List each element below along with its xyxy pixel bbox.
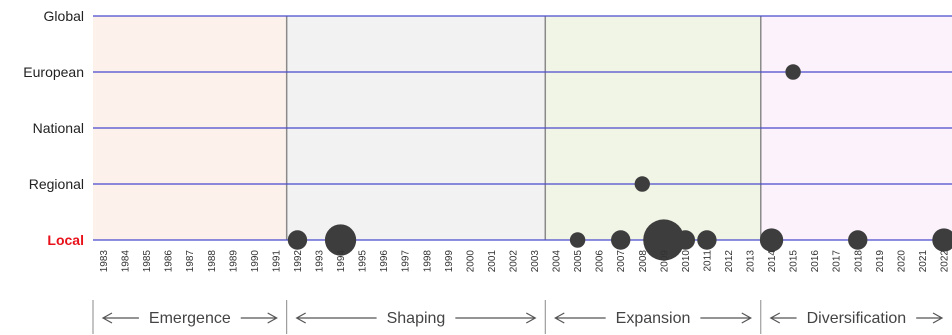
x-tick-label: 1991 bbox=[271, 250, 282, 273]
data-point bbox=[569, 232, 586, 248]
data-point bbox=[785, 64, 801, 80]
x-tick-label: 2020 bbox=[896, 250, 907, 273]
x-tick-label: 2004 bbox=[552, 250, 563, 273]
data-points bbox=[287, 64, 952, 261]
x-tick-label: 1994 bbox=[336, 250, 347, 273]
x-tick-label: 1990 bbox=[250, 250, 261, 273]
y-label-european: European bbox=[23, 64, 84, 80]
y-axis-labels: Local Regional National European Global bbox=[23, 8, 84, 248]
y-label-national: National bbox=[33, 120, 84, 136]
phase-label-shaping: Shaping bbox=[387, 310, 446, 327]
data-point bbox=[697, 230, 717, 250]
data-point bbox=[848, 230, 868, 250]
x-tick-label: 2022 bbox=[939, 250, 950, 273]
data-point bbox=[324, 224, 357, 256]
arrow-left-icon bbox=[554, 312, 606, 324]
data-point bbox=[675, 230, 696, 250]
x-tick-label: 1993 bbox=[315, 250, 326, 273]
x-tick-label: 2011 bbox=[702, 250, 713, 272]
arrow-left-icon bbox=[295, 312, 377, 324]
x-tick-label: 1986 bbox=[164, 250, 175, 273]
arrow-right-icon bbox=[240, 312, 278, 324]
x-tick-label: 2016 bbox=[810, 250, 821, 273]
x-tick-label: 2021 bbox=[918, 250, 929, 273]
arrow-right-icon bbox=[700, 312, 753, 324]
phase-label-diversification: Diversification bbox=[807, 310, 907, 327]
x-tick-label: 1989 bbox=[228, 250, 239, 273]
category-gridlines bbox=[93, 15, 952, 241]
x-tick-label: 2001 bbox=[487, 250, 498, 273]
y-label-regional: Regional bbox=[29, 176, 84, 192]
x-tick-label: 2007 bbox=[616, 250, 627, 273]
phase-label-expansion: Expansion bbox=[616, 310, 691, 327]
phase-labels: Emergence Shaping Expansion Diversification bbox=[101, 310, 944, 327]
x-tick-label: 2005 bbox=[573, 250, 584, 273]
x-tick-label: 2000 bbox=[465, 250, 476, 273]
x-tick-label: 2008 bbox=[638, 250, 649, 273]
x-tick-label: 2003 bbox=[530, 250, 541, 273]
arrow-left-icon bbox=[101, 312, 139, 324]
x-tick-label: 2010 bbox=[681, 250, 692, 273]
x-tick-label: 1984 bbox=[121, 250, 132, 273]
x-tick-label: 2002 bbox=[508, 250, 519, 273]
data-point bbox=[759, 228, 784, 252]
arrow-right-icon bbox=[455, 312, 537, 324]
x-tick-label: 1985 bbox=[142, 250, 153, 273]
x-tick-label: 1999 bbox=[444, 250, 455, 273]
x-tick-label: 2017 bbox=[832, 250, 843, 273]
data-point bbox=[634, 176, 650, 192]
x-axis-ticks: 1983 1984 1985 1986 1987 1988 1989 1990 1991 1992… bbox=[99, 250, 950, 273]
x-tick-label: 1997 bbox=[401, 250, 412, 273]
x-tick-label: 1998 bbox=[422, 250, 433, 273]
data-point bbox=[611, 230, 631, 250]
phase-label-emergence: Emergence bbox=[149, 310, 231, 327]
data-point bbox=[287, 230, 308, 250]
x-tick-label: 2013 bbox=[746, 250, 757, 273]
x-tick-label: 2009 bbox=[659, 250, 670, 273]
x-tick-label: 1988 bbox=[207, 250, 218, 273]
arrow-right-icon bbox=[916, 312, 944, 324]
y-label-local: Local bbox=[47, 232, 84, 248]
x-tick-label: 1996 bbox=[379, 250, 390, 273]
x-tick-label: 2006 bbox=[595, 250, 606, 273]
x-tick-label: 2018 bbox=[853, 250, 864, 273]
phase-bands bbox=[92, 16, 952, 334]
y-label-global: Global bbox=[44, 8, 84, 24]
x-tick-label: 2015 bbox=[789, 250, 800, 273]
data-point bbox=[932, 228, 952, 252]
x-tick-label: 1987 bbox=[185, 250, 196, 273]
x-tick-label: 1995 bbox=[358, 250, 369, 273]
x-tick-label: 1983 bbox=[99, 250, 110, 273]
arrow-left-icon bbox=[769, 312, 797, 324]
x-tick-label: 1992 bbox=[293, 250, 304, 273]
x-tick-label: 2012 bbox=[724, 250, 735, 273]
data-point bbox=[643, 219, 685, 261]
x-tick-label: 2014 bbox=[767, 250, 778, 273]
x-tick-label: 2019 bbox=[875, 250, 886, 273]
